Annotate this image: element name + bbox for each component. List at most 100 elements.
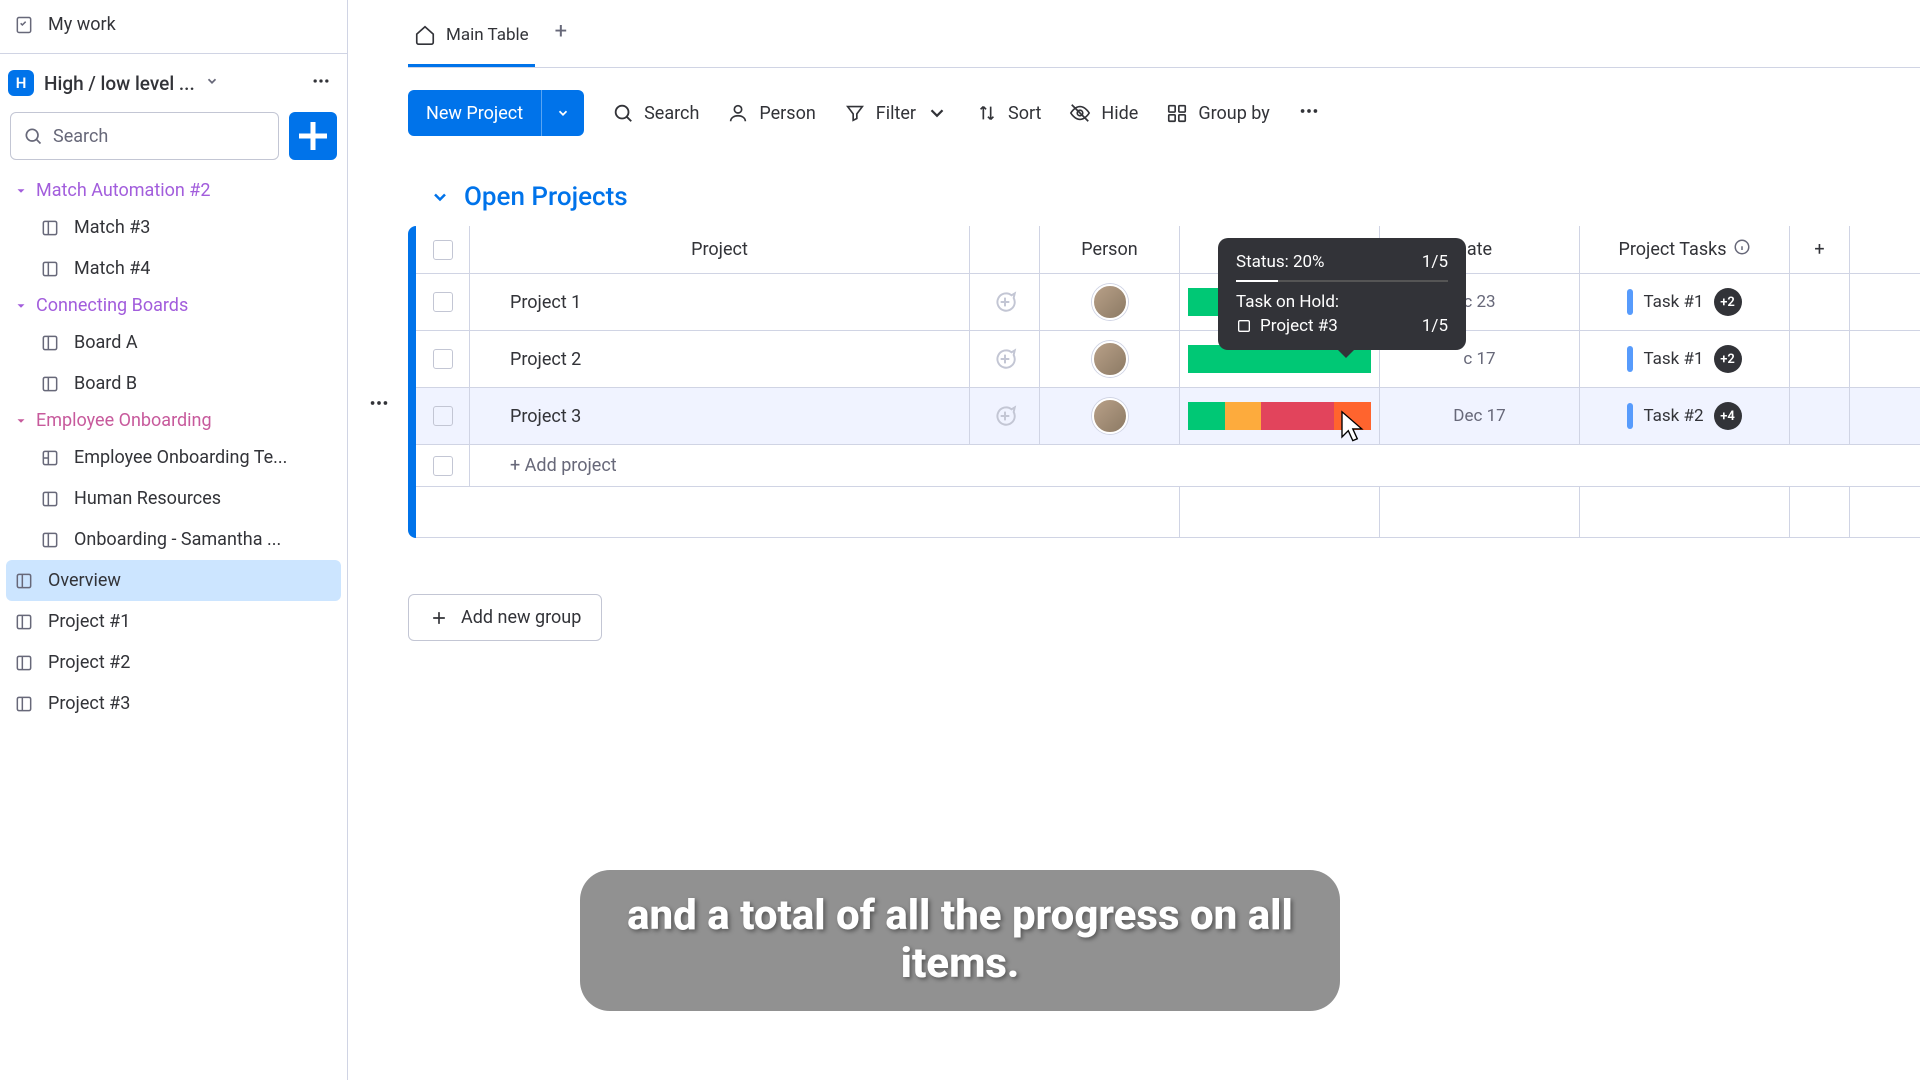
new-project-dropdown[interactable] [541,90,584,136]
table-row[interactable]: Project 1c 23Task #1+2 [416,274,1920,331]
plus-icon [289,112,337,160]
chat-button[interactable] [970,331,1040,387]
checkbox[interactable] [433,292,453,312]
add-project-row[interactable]: + Add project [416,445,1920,487]
person-cell[interactable] [1040,388,1180,444]
hide-icon [1069,102,1091,124]
projects-table: Project Person Proj ate Project Tasks + … [408,226,1920,538]
add-tab-button[interactable]: + [555,19,567,62]
task-cell[interactable]: Task #1+2 [1580,274,1790,330]
chevron-down-icon [926,102,948,124]
row-end [1790,274,1850,330]
add-group-button[interactable]: Add new group [408,594,602,641]
project-name[interactable]: Project 2 [470,331,970,387]
avatar [1092,398,1128,434]
nav-item[interactable]: Project #1 [0,601,347,642]
person-cell[interactable] [1040,331,1180,387]
nav-item[interactable]: Match #3 [0,207,347,248]
nav-group-title[interactable]: Match Automation #2 [0,174,347,207]
chat-button[interactable] [970,274,1040,330]
tooltip-status-frac: 1/5 [1422,252,1448,272]
col-chat[interactable] [970,226,1040,273]
tabs: Main Table + [408,14,1920,68]
toolbar-group-by[interactable]: Group by [1166,102,1269,124]
chevron-down-icon [430,187,450,207]
table-row[interactable]: Project 3 Dec 17Task #2+4 [416,388,1920,445]
project-name[interactable]: Project 1 [470,274,970,330]
avatar [1092,341,1128,377]
group-open-projects: Open Projects Project Person Proj ate Pr… [408,182,1920,641]
workspace-selector[interactable]: H High / low level ... [8,70,219,96]
sidebar-search-input[interactable]: Search [10,112,279,160]
add-column-button[interactable]: + [1790,226,1850,273]
my-work-link[interactable]: My work [0,4,347,45]
my-work-label: My work [48,14,116,35]
sidebar: My work H High / low level ... Search Ma… [0,0,348,1080]
nav-item[interactable]: Board A [0,322,347,363]
plus-icon [429,608,449,628]
checkbox[interactable] [433,406,453,426]
toolbar: New Project Search Person Filter Sort Hi… [408,90,1920,136]
tab-main-table[interactable]: Main Table [408,14,535,67]
row-more-button[interactable] [368,392,390,419]
person-cell[interactable] [1040,274,1180,330]
col-project[interactable]: Project [470,226,970,273]
dots-icon [1298,100,1320,122]
tab-label: Main Table [446,25,529,45]
date-cell[interactable]: Dec 17 [1380,388,1580,444]
sidebar-search-placeholder: Search [53,126,108,147]
sidebar-divider [0,53,347,54]
nav-item[interactable]: Onboarding - Samantha ... [0,519,347,560]
nav-item[interactable]: Board B [0,363,347,404]
toolbar-hide[interactable]: Hide [1069,102,1138,124]
workspace-more-button[interactable] [311,71,331,96]
table-row[interactable]: Project 2c 17Task #1+2 [416,331,1920,388]
tooltip-hold-item: Project #3 [1260,316,1338,336]
select-all-cell[interactable] [416,226,470,273]
nav-item[interactable]: Overview [6,560,341,601]
caption-overlay: and a total of all the progress on all i… [580,870,1340,1011]
nav-group-title[interactable]: Employee Onboarding [0,404,347,437]
group-icon [1166,102,1188,124]
checkbox[interactable] [433,240,453,260]
task-cell[interactable]: Task #1+2 [1580,331,1790,387]
nav-item[interactable]: Project #3 [0,683,347,724]
nav-item[interactable]: Match #4 [0,248,347,289]
dots-icon [368,392,390,414]
tooltip-status: Status: 20% [1236,252,1325,272]
board-icon [1236,318,1252,334]
checkbox[interactable] [433,349,453,369]
toolbar-person[interactable]: Person [727,102,815,124]
nav-item[interactable]: Employee Onboarding Te... [0,437,347,478]
new-project-button[interactable]: New Project [408,90,584,136]
toolbar-sort[interactable]: Sort [976,102,1041,124]
workspace-heading: H High / low level ... [0,70,347,96]
nav-item[interactable]: Human Resources [0,478,347,519]
status-tooltip: Status: 20% 1/5 Task on Hold: Project #3… [1218,238,1466,350]
col-person[interactable]: Person [1040,226,1180,273]
workspace-letter: H [8,70,34,96]
col-tasks[interactable]: Project Tasks [1580,226,1790,273]
toolbar-filter[interactable]: Filter [844,102,948,124]
table-footer [416,487,1920,538]
add-board-button[interactable] [289,112,337,160]
checklist-icon [14,15,34,35]
toolbar-more-button[interactable] [1298,100,1320,127]
search-icon [23,126,43,146]
task-cell[interactable]: Task #2+4 [1580,388,1790,444]
checkbox [433,456,453,476]
toolbar-search[interactable]: Search [612,102,699,124]
chat-button[interactable] [970,388,1040,444]
nav-group-title[interactable]: Connecting Boards [0,289,347,322]
nav-item[interactable]: Project #2 [0,642,347,683]
table-header: Project Person Proj ate Project Tasks + [416,226,1920,274]
row-end [1790,331,1850,387]
new-project-label: New Project [408,103,541,124]
row-end [1790,388,1850,444]
group-header[interactable]: Open Projects [430,182,1920,212]
chevron-down-icon [556,106,570,120]
tooltip-hold-frac: 1/5 [1422,316,1448,336]
cursor-icon [1336,410,1366,451]
project-name[interactable]: Project 3 [470,388,970,444]
avatar [1092,284,1128,320]
